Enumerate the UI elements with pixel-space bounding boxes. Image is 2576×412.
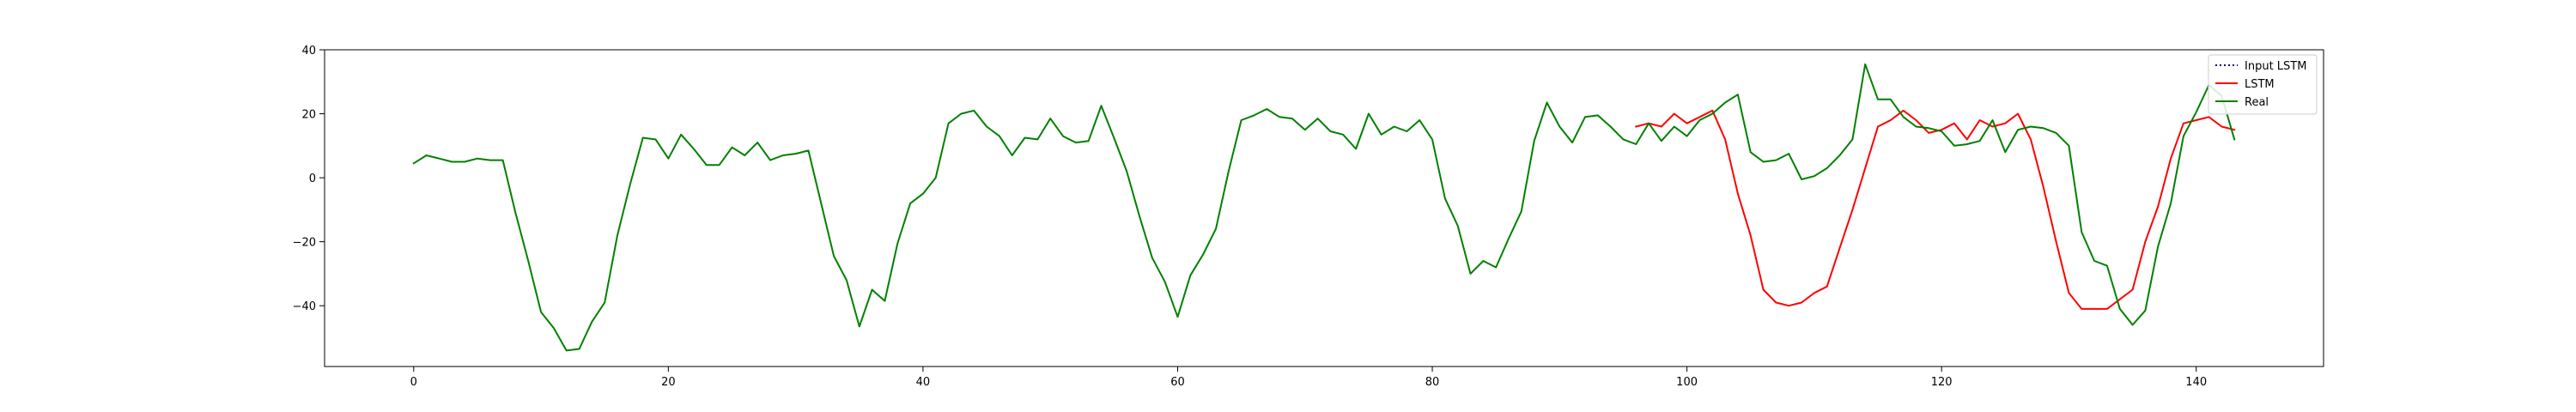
x-tick-label: 60	[1170, 376, 1185, 389]
x-tick-label: 80	[1425, 376, 1440, 389]
plot-marks	[412, 63, 2236, 352]
legend: Input LSTM LSTM Real	[2208, 54, 2318, 115]
legend-box	[2208, 54, 2318, 115]
legend-label: Input LSTM	[2245, 60, 2306, 73]
x-tick-label: 100	[1676, 376, 1698, 389]
x-axis: 0 20 40 60 80 100 120 140	[410, 367, 2207, 389]
y-tick-label: −20	[293, 237, 316, 250]
y-tick-label: −40	[293, 300, 316, 313]
axes-frame	[324, 49, 2324, 367]
y-tick-label: 0	[309, 173, 316, 185]
x-tick-label: 20	[661, 376, 676, 389]
y-tick-label: 20	[301, 109, 316, 122]
series-line-lstm	[1635, 109, 2236, 310]
legend-label: LSTM	[2245, 78, 2275, 91]
y-axis: −40 −20 0 20 40	[293, 45, 325, 313]
x-tick-label: 140	[2185, 376, 2207, 389]
y-tick-label: 40	[301, 45, 316, 58]
x-tick-label: 120	[1931, 376, 1953, 389]
x-tick-label: 0	[410, 376, 417, 389]
x-tick-label: 40	[916, 376, 931, 389]
legend-label: Real	[2245, 96, 2269, 109]
series-line-real	[412, 63, 2236, 352]
